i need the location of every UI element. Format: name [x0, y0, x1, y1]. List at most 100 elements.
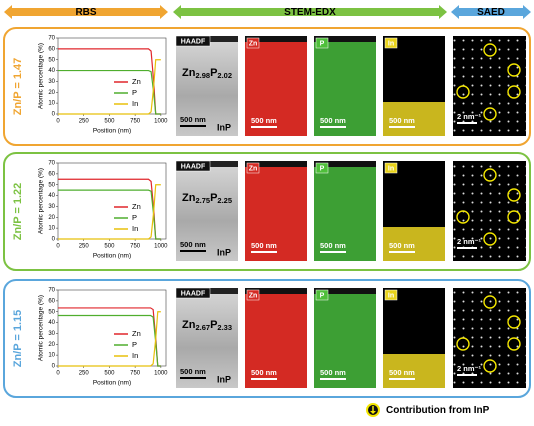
formula: Zn2.75P2.25: [182, 192, 232, 205]
eds-map-top: [314, 161, 376, 167]
inp-reflection: [507, 315, 521, 329]
series-line: [58, 314, 161, 367]
eds-map: [245, 288, 307, 388]
legend-label: P: [132, 88, 137, 97]
scale-label: 500 nm: [320, 368, 346, 377]
formula-part: Zn: [182, 192, 196, 204]
legend-label: Zn: [132, 202, 141, 211]
scale-label: 500 nm: [320, 116, 346, 125]
y-tick-label: 70: [48, 288, 55, 294]
x-tick-label: 0: [56, 244, 60, 250]
eds-map-inp: [383, 354, 445, 388]
row-label: Zn/P = 1.15: [12, 310, 24, 368]
haadf-image: [176, 161, 238, 261]
x-tick-label: 500: [104, 244, 115, 250]
inp-reflection: [507, 210, 521, 224]
map-tag: [315, 37, 329, 49]
formula-part: Zn: [182, 319, 196, 331]
scale-label: 500 nm: [389, 368, 415, 377]
inp-reflection: [483, 359, 497, 373]
map-tag: [315, 162, 329, 174]
y-tick-label: 40: [48, 193, 55, 199]
eds-map-top: [245, 161, 307, 167]
map-tag: [384, 289, 398, 301]
inp-reflection: [483, 43, 497, 57]
eds-map-top: [245, 288, 307, 294]
y-tick-label: 50: [48, 309, 55, 315]
inp-reflection: [507, 63, 521, 77]
y-axis-title: Atomic percentage (%): [38, 295, 45, 361]
legend-label: Zn: [132, 77, 141, 86]
formula-part: 2.67: [195, 323, 210, 332]
eds-map-inp: [383, 227, 445, 261]
y-tick-label: 30: [48, 204, 55, 210]
inp-reflection: [483, 107, 497, 121]
y-tick-label: 10: [48, 101, 55, 107]
x-tick-label: 250: [79, 119, 90, 125]
scale-label: 2 nm⁻¹: [457, 112, 481, 121]
eds-map-top: [314, 288, 376, 294]
series-line: [58, 59, 161, 115]
eds-map-inp: [383, 102, 445, 136]
formula-part: 2.02: [217, 71, 232, 80]
map-tag: [246, 37, 260, 49]
legend-label: In: [132, 351, 138, 360]
scale-label: 500 nm: [251, 368, 277, 377]
legend-label: Zn: [132, 329, 141, 338]
y-tick-label: 60: [48, 171, 55, 177]
scale-label: 2 nm⁻¹: [457, 364, 481, 373]
rbs-arrow: [4, 5, 168, 19]
formula: Zn2.67P2.33: [182, 319, 232, 332]
inp-reflection: [507, 337, 521, 351]
y-tick-label: 70: [48, 36, 55, 42]
stem-arrow: [173, 5, 447, 19]
map-tag-label: HAADF: [181, 163, 206, 170]
scale-label: 500 nm: [320, 241, 346, 250]
x-tick-label: 750: [130, 119, 141, 125]
y-tick-label: 10: [48, 353, 55, 359]
legend-icon: [366, 403, 380, 417]
map-tag: [315, 289, 329, 301]
y-tick-label: 20: [48, 90, 55, 96]
y-tick-label: 50: [48, 57, 55, 63]
eds-map: [245, 36, 307, 136]
inp-reflection: [507, 85, 521, 99]
y-tick-label: 0: [52, 237, 56, 243]
scale-label: 500 nm: [251, 116, 277, 125]
scale-label: 500 nm: [389, 241, 415, 250]
map-tag-label: Zn: [249, 165, 258, 172]
eds-map: [314, 288, 376, 388]
map-tag-label: P: [320, 40, 325, 47]
map-tag: [175, 35, 211, 47]
y-axis-title: Atomic percentage (%): [38, 43, 45, 109]
row-frame: [3, 152, 531, 271]
y-axis-title: Atomic percentage (%): [38, 168, 45, 234]
x-tick-label: 500: [104, 119, 115, 125]
x-tick-label: 1000: [154, 244, 168, 250]
map-tag-label: P: [320, 292, 325, 299]
map-tag: [384, 37, 398, 49]
map-tag: [246, 162, 260, 174]
legend-label: In: [132, 99, 138, 108]
y-tick-label: 30: [48, 331, 55, 337]
scale-label: 2 nm⁻¹: [457, 237, 481, 246]
eds-map: [314, 36, 376, 136]
y-tick-label: 60: [48, 46, 55, 52]
formula-part: 2.25: [217, 196, 232, 205]
inp-reflection: [483, 168, 497, 182]
scale-label: 500 nm: [180, 240, 206, 249]
map-tag-label: P: [320, 165, 325, 172]
plot-area: [57, 162, 167, 240]
formula-part: 2.75: [195, 196, 210, 205]
map-tag: [384, 162, 398, 174]
inp-reflection: [483, 232, 497, 246]
map-tag: [175, 287, 211, 299]
x-tick-label: 0: [56, 371, 60, 377]
y-tick-label: 60: [48, 298, 55, 304]
y-tick-label: 10: [48, 226, 55, 232]
inp-reflection: [456, 337, 470, 351]
x-tick-label: 1000: [154, 119, 168, 125]
y-tick-label: 40: [48, 68, 55, 74]
y-tick-label: 0: [52, 112, 56, 118]
x-tick-label: 750: [130, 371, 141, 377]
